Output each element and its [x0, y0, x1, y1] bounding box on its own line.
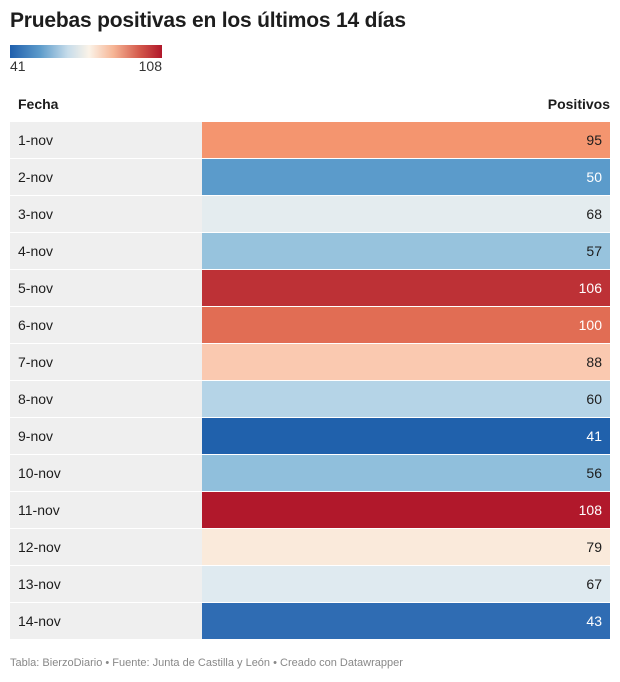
cell-positivos: 41 [202, 418, 610, 454]
cell-fecha: 4-nov [10, 233, 202, 269]
table-row: 1-nov 95 [10, 121, 610, 158]
table-row: 11-nov 108 [10, 491, 610, 528]
table-row: 12-nov 79 [10, 528, 610, 565]
footer-credits: Tabla: BierzoDiario • Fuente: Junta de C… [10, 657, 403, 669]
cell-positivos: 100 [202, 307, 610, 343]
cell-fecha: 11-nov [10, 492, 202, 528]
cell-fecha: 8-nov [10, 381, 202, 417]
cell-fecha: 3-nov [10, 196, 202, 232]
cell-fecha: 9-nov [10, 418, 202, 454]
table-row: 8-nov 60 [10, 380, 610, 417]
cell-positivos: 79 [202, 529, 610, 565]
legend-min-label: 41 [10, 58, 26, 74]
cell-positivos: 88 [202, 344, 610, 380]
cell-positivos: 43 [202, 603, 610, 639]
legend-gradient-bar [10, 45, 162, 58]
cell-fecha: 10-nov [10, 455, 202, 491]
table-header: Fecha Positivos [10, 94, 610, 120]
cell-fecha: 2-nov [10, 159, 202, 195]
legend-max-label: 108 [138, 58, 162, 74]
table-row: 5-nov 106 [10, 269, 610, 306]
cell-positivos: 56 [202, 455, 610, 491]
table-row: 6-nov 100 [10, 306, 610, 343]
table-row: 13-nov 67 [10, 565, 610, 602]
cell-positivos: 67 [202, 566, 610, 602]
table-row: 9-nov 41 [10, 417, 610, 454]
cell-fecha: 7-nov [10, 344, 202, 380]
column-header-positivos[interactable]: Positivos [547, 96, 610, 112]
chart-title: Pruebas positivas en los últimos 14 días [10, 9, 406, 32]
column-header-fecha[interactable]: Fecha [18, 96, 59, 112]
cell-positivos: 68 [202, 196, 610, 232]
cell-positivos: 95 [202, 122, 610, 158]
legend-labels: 41 108 [10, 58, 162, 74]
table-row: 14-nov 43 [10, 602, 610, 639]
cell-positivos: 57 [202, 233, 610, 269]
cell-positivos: 106 [202, 270, 610, 306]
cell-positivos: 60 [202, 381, 610, 417]
cell-fecha: 12-nov [10, 529, 202, 565]
cell-fecha: 14-nov [10, 603, 202, 639]
table-row: 2-nov 50 [10, 158, 610, 195]
cell-fecha: 13-nov [10, 566, 202, 602]
cell-fecha: 5-nov [10, 270, 202, 306]
color-legend: 41 108 [10, 45, 162, 74]
cell-positivos: 108 [202, 492, 610, 528]
data-table: Fecha Positivos 1-nov 95 2-nov 50 3-nov 68 4-n… [10, 94, 610, 639]
table-row: 3-nov 68 [10, 195, 610, 232]
table-row: 7-nov 88 [10, 343, 610, 380]
table-body: 1-nov 95 2-nov 50 3-nov 68 4-nov 57 5-nov 106 6-no… [10, 121, 610, 639]
table-row: 4-nov 57 [10, 232, 610, 269]
table-row: 10-nov 56 [10, 454, 610, 491]
cell-fecha: 1-nov [10, 122, 202, 158]
cell-positivos: 50 [202, 159, 610, 195]
cell-fecha: 6-nov [10, 307, 202, 343]
